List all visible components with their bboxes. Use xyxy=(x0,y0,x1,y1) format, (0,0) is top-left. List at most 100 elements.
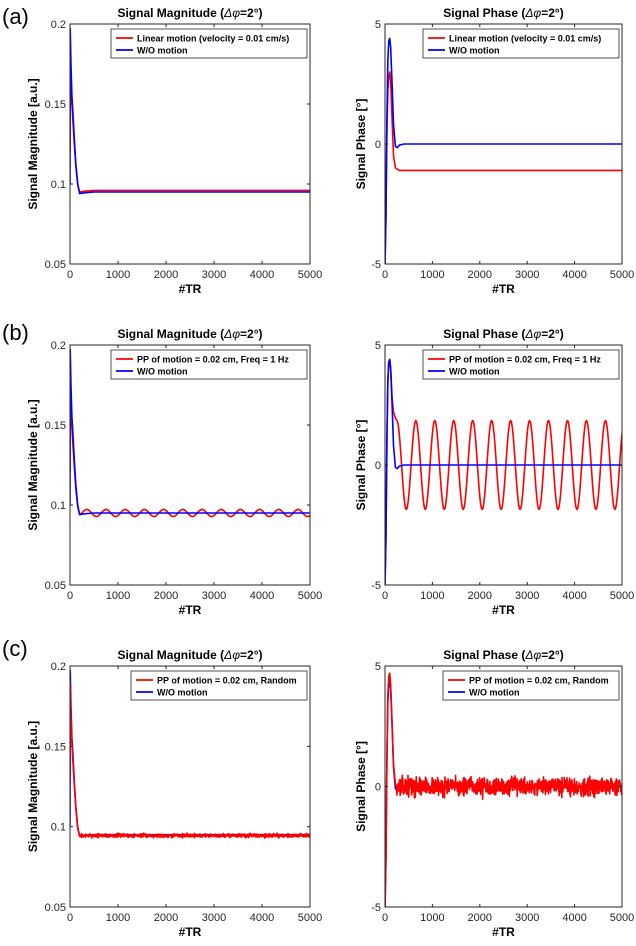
y-tick-label: 0.05 xyxy=(45,259,66,271)
legend-entry: W/O motion xyxy=(449,367,500,377)
y-axis-label: Signal Phase [°] xyxy=(354,741,368,832)
y-tick-label: 0.1 xyxy=(51,822,66,834)
x-tick-label: 1000 xyxy=(106,912,130,924)
y-tick-label: 0.2 xyxy=(51,661,66,673)
legend-entry: Linear motion (velocity = 0.01 cm/s) xyxy=(449,34,601,44)
y-axis-label: Signal Phase [°] xyxy=(354,420,368,511)
x-tick-label: 2000 xyxy=(468,912,492,924)
legend-box xyxy=(422,349,620,380)
y-tick-label: 0 xyxy=(375,139,381,151)
x-tick-label: 2000 xyxy=(468,269,492,281)
legend-box xyxy=(110,28,308,59)
legend: Linear motion (velocity = 0.01 cm/s) W/O … xyxy=(110,28,308,59)
x-axis-label: #TR xyxy=(492,603,515,617)
x-tick-label: 5000 xyxy=(610,269,634,281)
y-tick-label: -5 xyxy=(371,902,381,914)
x-axis-label: #TR xyxy=(492,282,515,296)
x-tick-label: 3000 xyxy=(515,269,539,281)
x-tick-label: 1000 xyxy=(420,912,444,924)
legend: PP of motion = 0.02 cm, Random W/O motion xyxy=(130,670,308,701)
y-tick-label: 0.05 xyxy=(45,580,66,592)
axes-box xyxy=(69,23,311,265)
y-tick-label: 5 xyxy=(375,661,381,673)
x-tick-label: 4000 xyxy=(562,912,586,924)
legend-box xyxy=(422,28,620,59)
x-tick-label: 1000 xyxy=(106,269,130,281)
series-line-no-motion xyxy=(385,358,622,585)
series-group xyxy=(385,358,622,585)
x-tick-label: 0 xyxy=(382,912,388,924)
chart-title: Signal Magnitude (Δφ=2°) xyxy=(117,6,262,20)
legend-entry: W/O motion xyxy=(469,688,520,698)
series-line-no-motion xyxy=(385,37,622,264)
x-tick-label: 4000 xyxy=(250,912,274,924)
x-tick-label: 4000 xyxy=(562,590,586,602)
y-tick-label: 0.2 xyxy=(51,19,66,31)
series-line-no-motion xyxy=(70,28,310,195)
x-tick-label: 3000 xyxy=(515,912,539,924)
legend-box xyxy=(442,670,620,701)
legend-box xyxy=(110,349,308,380)
legend-entry: PP of motion = 0.02 cm, Freq = 1 Hz xyxy=(137,355,289,365)
x-tick-label: 4000 xyxy=(562,269,586,281)
y-tick-label: -5 xyxy=(371,580,381,592)
x-tick-label: 1000 xyxy=(420,269,444,281)
legend-entry: PP of motion = 0.02 cm, Freq = 1 Hz xyxy=(449,355,601,365)
y-axis-label: Signal Magnitude [a.u.] xyxy=(26,399,40,530)
legend: PP of motion = 0.02 cm, Freq = 1 Hz W/O m… xyxy=(110,349,308,380)
x-tick-label: 2000 xyxy=(154,912,178,924)
y-tick-label: 0.05 xyxy=(45,902,66,914)
legend-entry: W/O motion xyxy=(137,367,188,377)
x-axis-label: #TR xyxy=(179,925,202,939)
x-tick-label: 0 xyxy=(67,912,73,924)
series-group xyxy=(385,37,622,264)
series-group xyxy=(70,670,310,839)
x-tick-label: 5000 xyxy=(298,590,322,602)
plot-area xyxy=(70,345,310,585)
x-tick-label: 5000 xyxy=(298,912,322,924)
x-tick-label: 1000 xyxy=(420,590,444,602)
x-tick-label: 5000 xyxy=(298,269,322,281)
series-group xyxy=(385,672,622,907)
series-line-motion xyxy=(70,368,310,518)
y-tick-label: 0.15 xyxy=(45,99,66,111)
legend: PP of motion = 0.02 cm, Freq = 1 Hz W/O m… xyxy=(422,349,620,380)
legend-entry: W/O motion xyxy=(137,46,188,56)
x-tick-label: 0 xyxy=(382,590,388,602)
x-tick-label: 3000 xyxy=(202,912,226,924)
panel-label-c: (c) xyxy=(2,636,28,661)
y-axis-label: Signal Magnitude [a.u.] xyxy=(26,721,40,852)
chart-0: 0 1000 2000 3000 4000 5000 0.05 0.1 0.15 0.2 Signa… xyxy=(26,6,322,296)
y-tick-label: 5 xyxy=(375,19,381,31)
chart-title: Signal Magnitude (Δφ=2°) xyxy=(117,327,262,341)
chart-title: Signal Phase (Δφ=2°) xyxy=(443,648,563,662)
chart-title: Signal Phase (Δφ=2°) xyxy=(443,327,563,341)
legend-entry: PP of motion = 0.02 cm, Random xyxy=(157,676,297,686)
series-line-no-motion xyxy=(70,349,310,516)
plot-area xyxy=(70,24,310,264)
x-tick-label: 0 xyxy=(67,269,73,281)
y-tick-label: 5 xyxy=(375,340,381,352)
y-tick-label: 0 xyxy=(375,460,381,472)
x-tick-label: 3000 xyxy=(202,269,226,281)
plot-area xyxy=(70,666,310,907)
x-tick-label: 3000 xyxy=(515,590,539,602)
y-tick-label: -5 xyxy=(371,259,381,271)
axes-box xyxy=(69,665,311,908)
x-axis-label: #TR xyxy=(179,282,202,296)
x-axis-label: #TR xyxy=(492,925,515,939)
legend-entry: W/O motion xyxy=(449,46,500,56)
legend: PP of motion = 0.02 cm, Random W/O motion xyxy=(442,670,620,701)
x-tick-label: 1000 xyxy=(106,590,130,602)
chart-2: 0 1000 2000 3000 4000 5000 0.05 0.1 0.15 0.2 Signa… xyxy=(26,327,322,617)
legend-box xyxy=(130,670,308,701)
panel-label-b: (b) xyxy=(2,320,29,345)
x-tick-label: 2000 xyxy=(154,269,178,281)
x-tick-label: 2000 xyxy=(468,590,492,602)
chart-title: Signal Phase (Δφ=2°) xyxy=(443,6,563,20)
series-group xyxy=(70,349,310,518)
legend-entry: Linear motion (velocity = 0.01 cm/s) xyxy=(137,34,289,44)
